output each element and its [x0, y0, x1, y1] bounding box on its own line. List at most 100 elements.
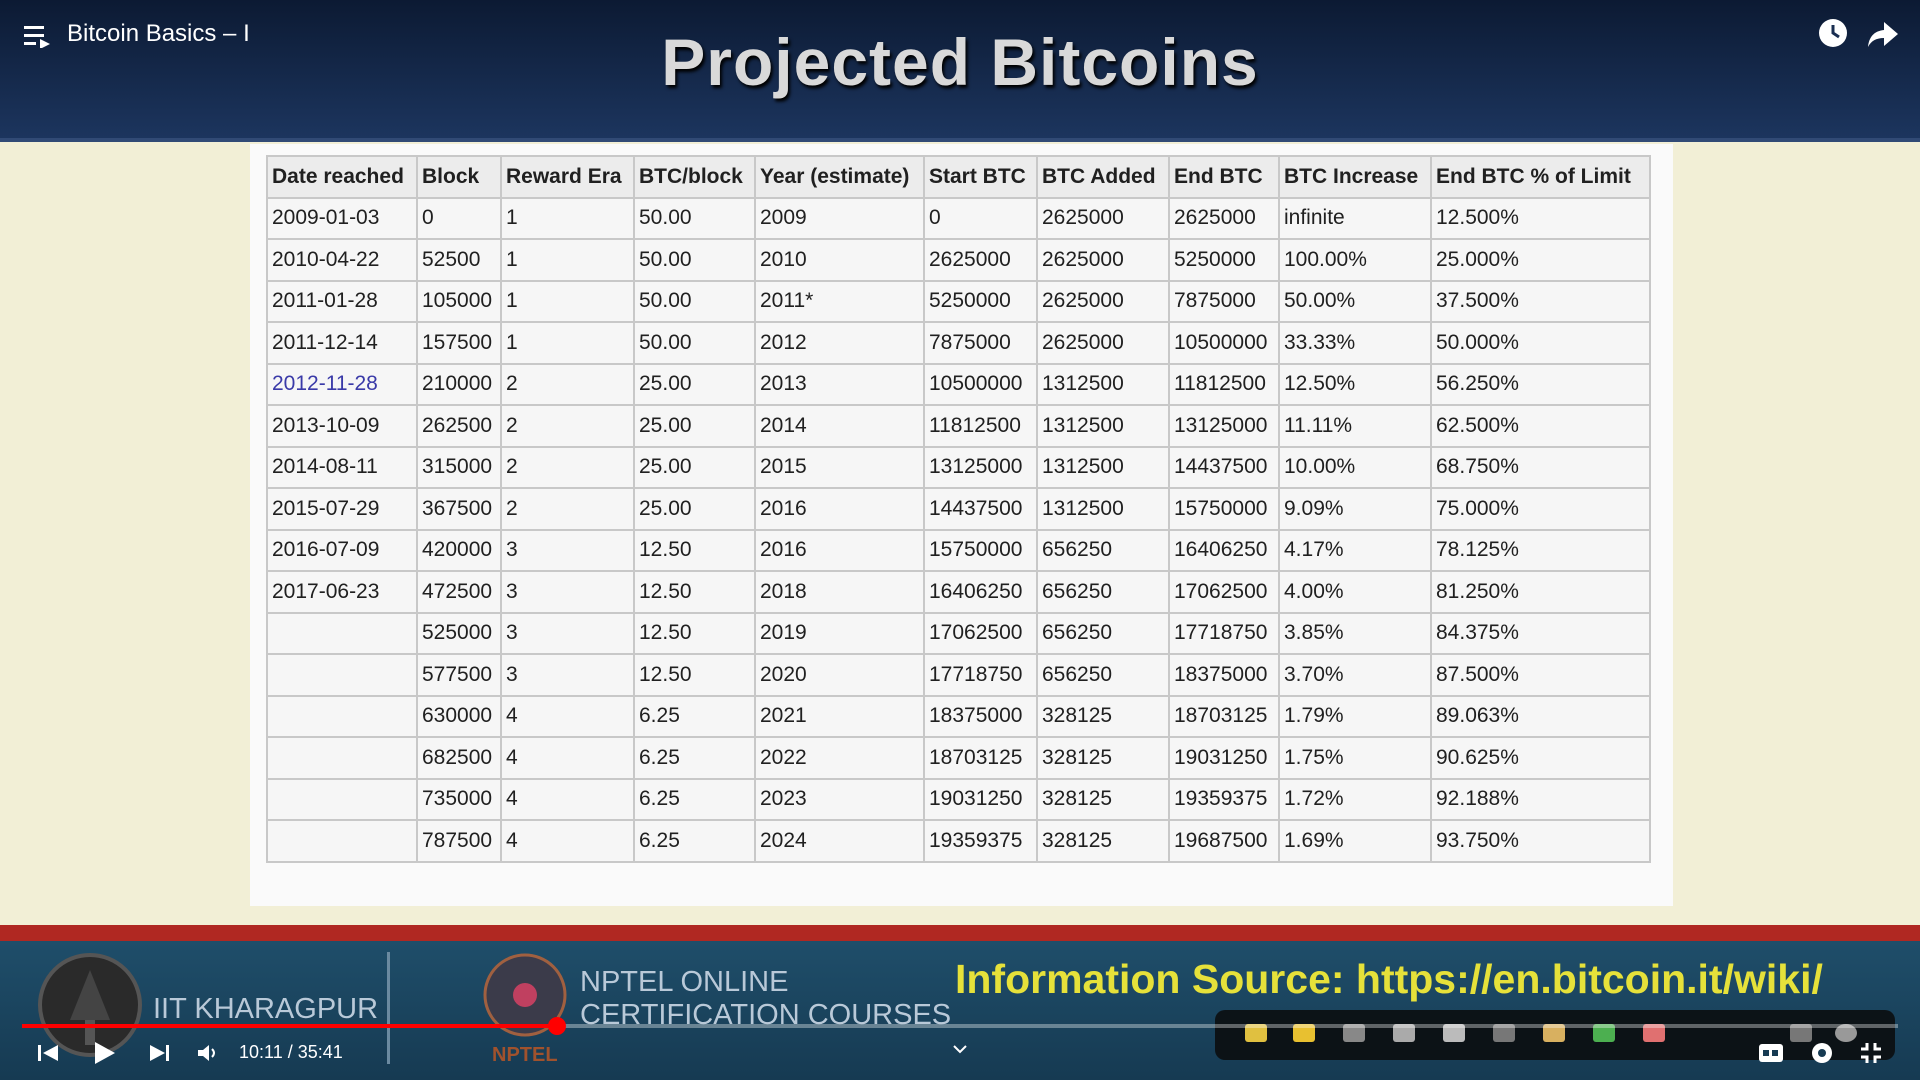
table-cell: 656250: [1036, 528, 1170, 572]
divider: [387, 952, 390, 1064]
table-cell: 33.33%: [1278, 321, 1432, 365]
tool-icon[interactable]: [1543, 1024, 1565, 1042]
tool-icon[interactable]: [1835, 1024, 1857, 1042]
table-cell: 25.00: [633, 487, 756, 531]
table-cell: 328125: [1036, 819, 1170, 863]
table-cell: 19031250: [923, 777, 1038, 821]
table-cell: 328125: [1036, 736, 1170, 780]
table-cell: [266, 611, 418, 655]
table-row: 2012-11-28 210000 2 25.00 2013 10500000 131250…: [266, 362, 1651, 406]
table-cell: 630000: [416, 694, 502, 738]
table-row: 2011-01-28 105000 1 50.00 2011* 5250000 262500…: [266, 279, 1651, 323]
tool-icon[interactable]: [1245, 1024, 1267, 1042]
table-cell: 328125: [1036, 694, 1170, 738]
table-cell: 2010: [754, 238, 925, 282]
table-cell: 56.250%: [1430, 362, 1651, 406]
table-cell: 7875000: [1168, 279, 1280, 323]
table-cell: 14437500: [1168, 445, 1280, 489]
table-cell: 2011-12-14: [266, 321, 418, 365]
table-cell: 17718750: [923, 653, 1038, 697]
table-cell: 19031250: [1168, 736, 1280, 780]
table-cell: 62.500%: [1430, 404, 1651, 448]
exit-fullscreen-button[interactable]: [1860, 1042, 1882, 1064]
table-cell: 81.250%: [1430, 570, 1651, 614]
table-cell: 68.750%: [1430, 445, 1651, 489]
table-cell: 50.00: [633, 321, 756, 365]
table-body: 2009-01-03 0 1 50.00 2009 0 2625000 2625000 infi…: [266, 196, 1651, 863]
table-cell: 682500: [416, 736, 502, 780]
table-cell: 2016: [754, 487, 925, 531]
table-cell: 2012: [754, 321, 925, 365]
table-cell: 52500: [416, 238, 502, 282]
table-cell: 3: [500, 570, 635, 614]
table-cell: 2022: [754, 736, 925, 780]
table-cell: 1: [500, 196, 635, 240]
table-cell: 12.50: [633, 528, 756, 572]
nptel-line1: NPTEL ONLINE: [580, 966, 789, 998]
table-cell: 2010-04-22: [266, 238, 418, 282]
next-button[interactable]: [148, 1043, 170, 1063]
table-cell: 2625000: [1036, 321, 1170, 365]
playlist-button[interactable]: [24, 24, 52, 48]
table-cell: 3: [500, 611, 635, 655]
table-cell: 18703125: [923, 736, 1038, 780]
column-header: End BTC % of Limit: [1430, 155, 1651, 199]
source-text: Information Source: https://en.bitcoin.i…: [955, 956, 1823, 1002]
table-cell: 15750000: [923, 528, 1038, 572]
table-cell: 6.25: [633, 777, 756, 821]
table-cell: 50.000%: [1430, 321, 1651, 365]
volume-button[interactable]: [196, 1043, 220, 1063]
tool-icon[interactable]: [1790, 1024, 1812, 1042]
tool-icon[interactable]: [1493, 1024, 1515, 1042]
captions-button[interactable]: [1758, 1043, 1784, 1063]
table-cell: 100.00%: [1278, 238, 1432, 282]
column-header: Block: [416, 155, 502, 199]
table-cell: 2015: [754, 445, 925, 489]
progress-bar[interactable]: [22, 1024, 1898, 1028]
table-cell: 11812500: [923, 404, 1038, 448]
tool-icon[interactable]: [1393, 1024, 1415, 1042]
table-cell: 2009: [754, 196, 925, 240]
table-row: 2014-08-11 315000 2 25.00 2015 13125000 131250…: [266, 445, 1651, 489]
table-cell: 25.00: [633, 445, 756, 489]
watch-later-button[interactable]: [1818, 18, 1848, 48]
table-row: 2009-01-03 0 1 50.00 2009 0 2625000 2625000 infi…: [266, 196, 1651, 240]
table-cell: [266, 777, 418, 821]
tool-icon[interactable]: [1343, 1024, 1365, 1042]
table-cell: 2013: [754, 362, 925, 406]
table-cell: 2: [500, 362, 635, 406]
table-cell: 9.09%: [1278, 487, 1432, 531]
settings-button[interactable]: [1810, 1041, 1834, 1065]
table-row: 2015-07-29 367500 2 25.00 2016 14437500 131250…: [266, 487, 1651, 531]
table-cell: 525000: [416, 611, 502, 655]
table-row: 2010-04-22 52500 1 50.00 2010 2625000 2625000 5…: [266, 238, 1651, 282]
scrubber[interactable]: [548, 1017, 566, 1035]
play-button[interactable]: [93, 1040, 117, 1066]
tool-icon[interactable]: [1593, 1024, 1615, 1042]
table-cell: 315000: [416, 445, 502, 489]
table-cell: 6.25: [633, 819, 756, 863]
tool-icon[interactable]: [1643, 1024, 1665, 1042]
previous-button[interactable]: [38, 1043, 60, 1063]
table-cell: 5250000: [923, 279, 1038, 323]
table-cell: 2016: [754, 528, 925, 572]
table-cell: 10500000: [923, 362, 1038, 406]
table-cell: 6.25: [633, 694, 756, 738]
chevron[interactable]: [952, 1044, 968, 1056]
tool-icon[interactable]: [1443, 1024, 1465, 1042]
slide-title: Projected Bitcoins: [661, 25, 1259, 99]
table-cell: 2017-06-23: [266, 570, 418, 614]
table-cell: 12.50: [633, 611, 756, 655]
table-cell: 2009-01-03: [266, 196, 418, 240]
share-button[interactable]: [1866, 20, 1900, 48]
table-cell: [266, 694, 418, 738]
table-cell: 2625000: [1036, 196, 1170, 240]
table-cell: 328125: [1036, 777, 1170, 821]
table-cell: 2011*: [754, 279, 925, 323]
table-cell: [266, 736, 418, 780]
institute-name: IIT KHARAGPUR: [153, 993, 379, 1025]
tool-icon[interactable]: [1293, 1024, 1315, 1042]
table-row: 525000 3 12.50 2019 17062500 656250 17718750 3.…: [266, 611, 1651, 655]
